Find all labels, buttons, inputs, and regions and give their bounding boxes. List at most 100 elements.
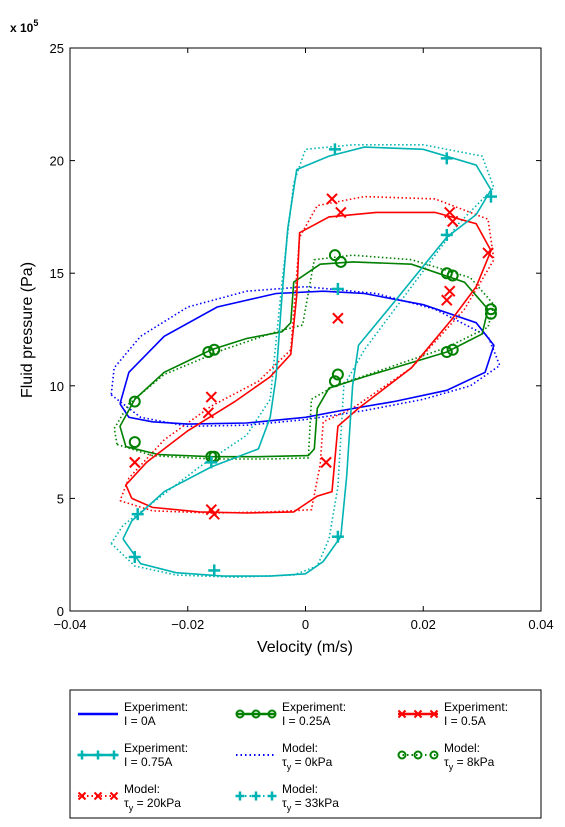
data-point <box>482 247 494 259</box>
legend-label-line1: Model: <box>444 741 480 755</box>
legend-label-line1: Model: <box>124 782 160 796</box>
data-point <box>440 346 453 359</box>
data-point <box>128 395 141 408</box>
data-point <box>328 375 341 388</box>
legend-entry: Model:τy = 33kPa <box>235 782 339 813</box>
data-point <box>440 228 453 241</box>
legend-marker <box>77 750 87 760</box>
x-tick-label: 0.02 <box>411 617 436 632</box>
y-tick-label: 10 <box>50 379 64 394</box>
data-point <box>446 215 459 228</box>
data-point <box>335 206 347 219</box>
data-point <box>202 346 215 359</box>
x-tick-label: 0.04 <box>528 617 553 632</box>
legend-label-line2: τy = 8kPa <box>444 755 495 772</box>
data-point <box>446 269 459 282</box>
series-line <box>119 261 489 458</box>
data-point <box>208 343 221 356</box>
data-point <box>440 267 453 280</box>
data-point <box>129 456 141 469</box>
data-point <box>205 391 218 403</box>
y-axis-label: Fluid pressure (Pa) <box>19 262 36 398</box>
data-point <box>331 368 344 381</box>
data-point <box>128 436 141 449</box>
x-tick-label: −0.04 <box>54 617 87 632</box>
data-point <box>441 294 453 306</box>
legend-entry: Model:τy = 0kPa <box>236 741 333 772</box>
legend-marker <box>251 709 261 719</box>
legend-marker <box>413 709 423 719</box>
legend-label-line2: I = 0A <box>124 714 156 728</box>
y-tick-label: 15 <box>50 266 64 281</box>
data-point <box>326 193 338 205</box>
legend-marker <box>77 791 87 801</box>
legend-marker <box>267 791 277 801</box>
legend-marker <box>413 750 423 760</box>
data-point <box>484 303 497 316</box>
legend-box <box>69 689 542 819</box>
legend-entry: Experiment:I = 0.5A <box>397 700 508 728</box>
legend-label-line1: Experiment: <box>124 700 188 714</box>
legend-marker <box>397 709 407 719</box>
series-experiment-2 <box>124 193 494 520</box>
legend-marker <box>429 750 439 760</box>
data-point <box>331 530 344 543</box>
series-model-5 <box>113 254 495 460</box>
legend-label-line1: Experiment: <box>444 700 508 714</box>
series-layer <box>110 143 501 579</box>
data-point <box>131 508 144 521</box>
legend-label-line2: I = 0.5A <box>444 714 486 728</box>
chart: −0.04 −0.02 0 0.02 0.04 0 5 10 15 20 25 x 105 Velo… <box>10 18 554 656</box>
series-line <box>113 254 495 460</box>
axes-layer: −0.04 −0.02 0 0.02 0.04 0 5 10 15 20 25 <box>50 41 554 632</box>
legend-label-line1: Experiment: <box>124 741 188 755</box>
series-model-6 <box>119 195 495 514</box>
y-exponent-label: x 105 <box>10 18 38 35</box>
series-line <box>119 195 495 514</box>
data-point <box>484 190 497 203</box>
data-point <box>202 407 215 419</box>
data-point <box>334 255 347 268</box>
data-point <box>208 508 220 520</box>
legend-label-line2: τy = 0kPa <box>282 755 333 772</box>
legend-label-line2: I = 0.75A <box>124 755 172 769</box>
legend-entry: Experiment:I = 0.75A <box>77 741 188 769</box>
data-point <box>208 564 221 577</box>
data-point <box>320 456 332 469</box>
data-point <box>484 307 497 320</box>
data-point <box>332 312 344 324</box>
data-point <box>446 343 459 356</box>
legend-marker <box>109 750 119 760</box>
legend-label-line2: τy = 33kPa <box>282 796 339 813</box>
legend-marker <box>235 791 245 801</box>
legend-label-line1: Experiment: <box>282 700 346 714</box>
legend-label-line1: Model: <box>282 741 318 755</box>
legend-entry: Model:τy = 8kPa <box>397 741 495 772</box>
y-tick-label: 25 <box>50 41 64 56</box>
legend-marker <box>429 709 439 719</box>
legend-marker <box>93 750 103 760</box>
series-experiment-3 <box>122 143 497 577</box>
legend-entry: Experiment:I = 0.25A <box>235 700 346 728</box>
y-tick-label: 20 <box>50 154 64 169</box>
data-point <box>444 285 456 297</box>
legend-label-line2: τy = 20kPa <box>124 796 181 813</box>
legend-marker <box>235 709 245 719</box>
y-tick-label: 0 <box>57 604 64 619</box>
y-tick-label: 5 <box>57 491 64 506</box>
x-tick-label: −0.02 <box>171 617 204 632</box>
legend-marker <box>109 791 119 801</box>
data-point <box>328 249 341 262</box>
legend-marker <box>397 750 407 760</box>
series-line <box>122 146 492 577</box>
data-point <box>328 143 341 156</box>
data-point <box>205 456 218 469</box>
series-line <box>124 211 492 514</box>
legend-entry: Model:τy = 20kPa <box>77 782 181 813</box>
legend-marker <box>93 791 103 801</box>
data-point <box>128 550 141 563</box>
data-point <box>331 282 344 295</box>
x-tick-label: 0 <box>302 617 309 632</box>
